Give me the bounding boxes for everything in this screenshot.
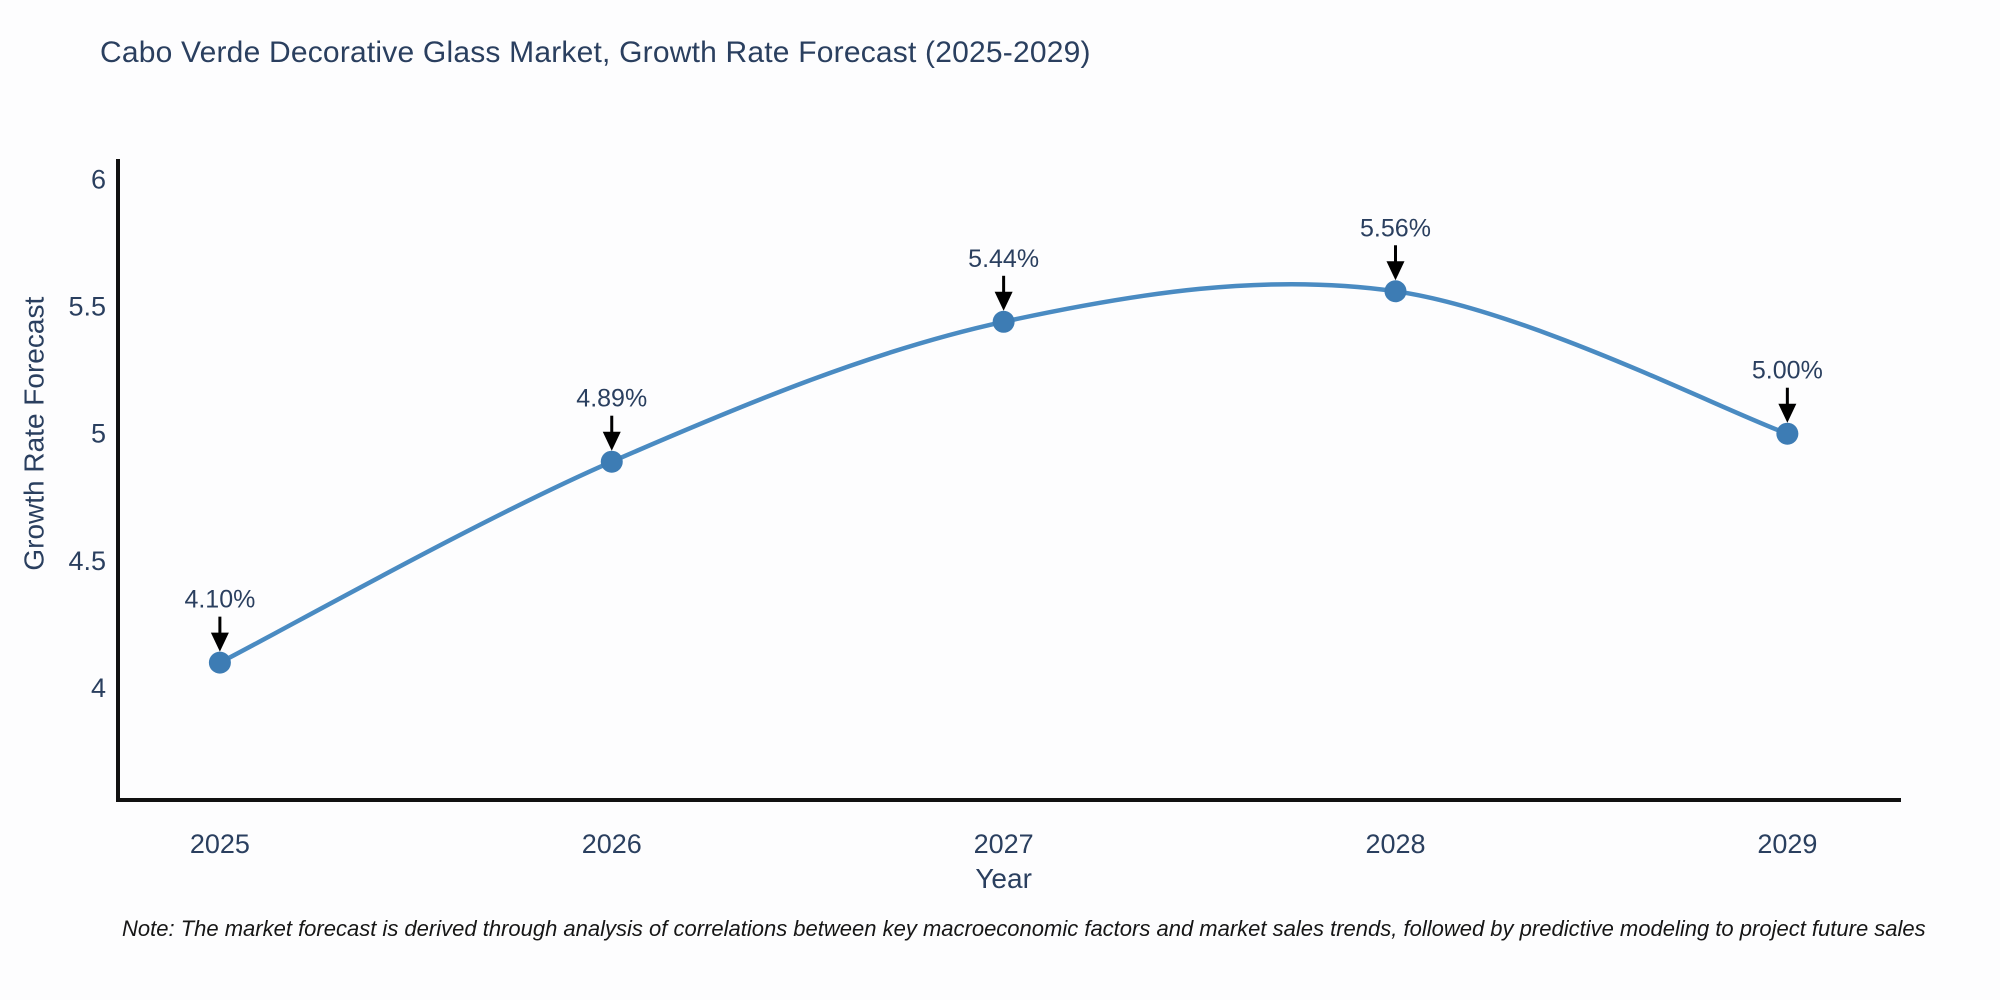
data-point-marker (208, 651, 231, 674)
x-axis-title: Year (975, 863, 1032, 894)
footnote: Note: The market forecast is derived thr… (122, 916, 1926, 941)
y-axis-title: Growth Rate Forecast (19, 297, 50, 571)
axes (116, 159, 1901, 802)
y-tick-label: 5.5 (68, 292, 106, 322)
x-tick-label: 2028 (1365, 829, 1425, 859)
y-tick-label: 5 (91, 419, 106, 449)
y-tick-label: 6 (91, 164, 106, 194)
annotation-label: 4.10% (184, 586, 255, 614)
y-tick-labels: 4 4.5 5 5.5 6 (68, 164, 106, 703)
annotation-label: 5.00% (1752, 357, 1823, 385)
annotation-label: 5.44% (968, 245, 1039, 273)
annotation-label: 5.56% (1360, 214, 1431, 242)
point-annotations: 4.10% 4.89% 5.44% 5.56% 5.00% (184, 214, 1823, 652)
y-tick-label: 4.5 (68, 546, 106, 576)
x-tick-label: 2025 (190, 829, 250, 859)
x-tick-label: 2026 (582, 829, 642, 859)
data-point-marker (1384, 280, 1407, 303)
data-point-marker (1776, 422, 1799, 445)
x-tick-label: 2029 (1757, 829, 1817, 859)
annotation-arrowhead-icon (210, 632, 229, 652)
chart-title: Cabo Verde Decorative Glass Market, Grow… (100, 36, 1091, 69)
y-tick-label: 4 (91, 673, 106, 703)
data-point-marker (600, 450, 623, 473)
data-point-markers (208, 280, 1799, 674)
annotation-arrowhead-icon (602, 431, 621, 451)
annotation-arrowhead-icon (1386, 261, 1405, 281)
trend-line (217, 281, 1790, 665)
annotation-label: 4.89% (576, 385, 647, 413)
annotation-arrowhead-icon (994, 291, 1013, 311)
data-point-marker (992, 310, 1015, 333)
annotation-arrowhead-icon (1778, 403, 1797, 423)
x-tick-label: 2027 (974, 829, 1034, 859)
x-tick-labels: 2025 2026 2027 2028 2029 (190, 829, 1818, 859)
